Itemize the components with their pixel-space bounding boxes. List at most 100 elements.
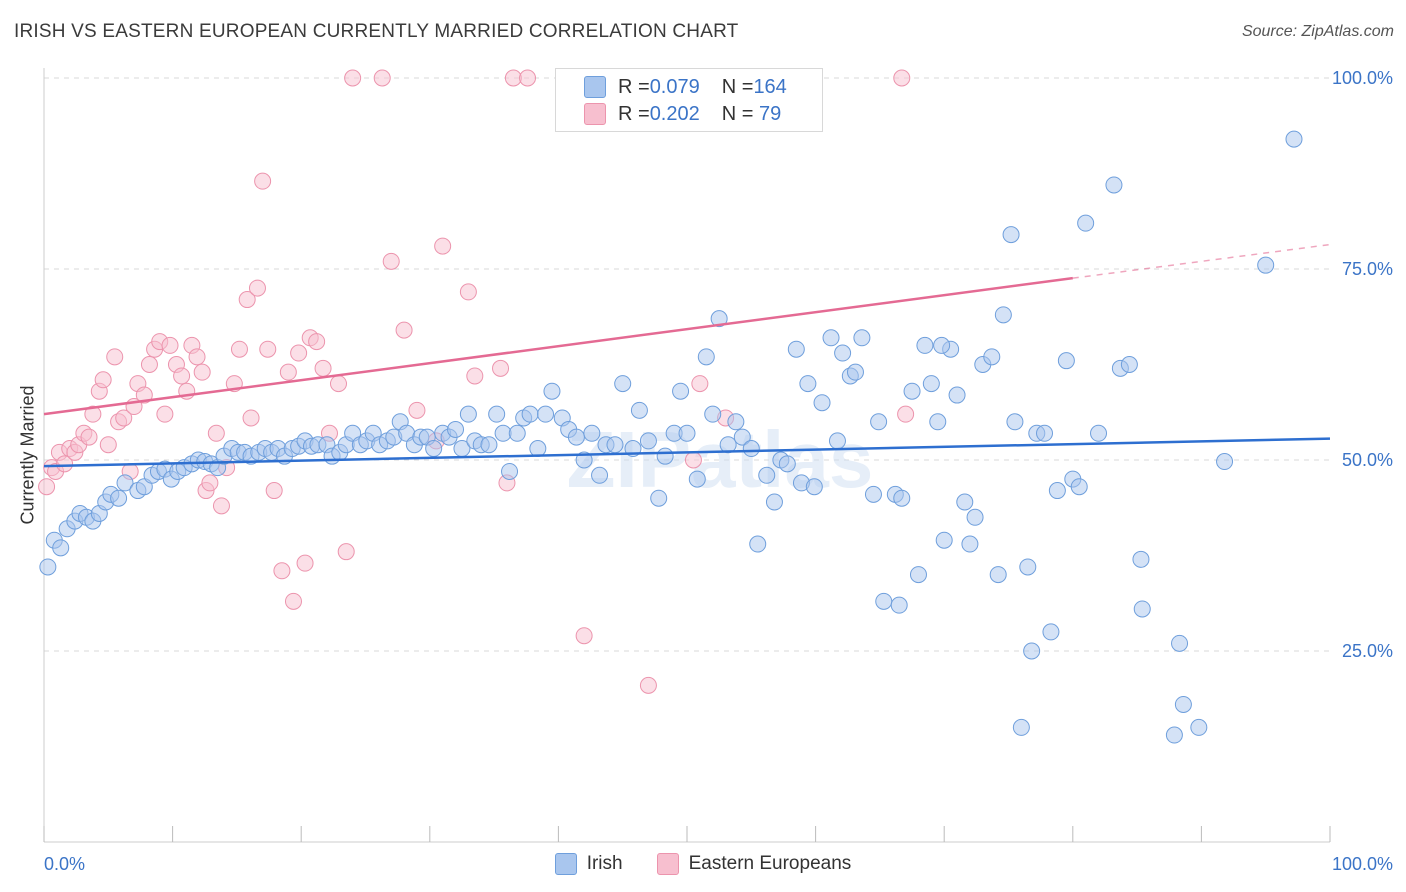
eastern-europeans-point [156, 405, 174, 423]
irish-point [650, 489, 668, 507]
irish-point [870, 413, 888, 431]
irish-point [922, 375, 940, 393]
irish-point [966, 508, 984, 526]
irish-point [994, 306, 1012, 324]
irish-point [672, 382, 690, 400]
irish-point [591, 466, 609, 484]
irish-point [630, 401, 648, 419]
legend-label-eastern-europeans: Eastern Europeans [688, 853, 852, 874]
eastern-europeans-point [684, 451, 702, 469]
eastern-europeans-point [238, 291, 256, 309]
eastern-europeans-point [265, 482, 283, 500]
irish-point [828, 432, 846, 450]
eastern-europeans-point [254, 172, 272, 190]
irish-point [1019, 558, 1037, 576]
eastern-europeans-point [99, 436, 117, 454]
irish-point [606, 436, 624, 454]
legend-row-irish: R = 0.079 N = 164 [584, 74, 787, 100]
correlation-legend: R = 0.079 N = 164 R = 0.202 N = 79 [555, 68, 823, 132]
irish-point [805, 478, 823, 496]
eastern-europeans-point [201, 474, 219, 492]
irish-point [1002, 226, 1020, 244]
irish-point [875, 592, 893, 610]
irish-point [916, 336, 934, 354]
irish-point [1048, 482, 1066, 500]
source-note: Source: ZipAtlas.com [1241, 23, 1394, 40]
eastern-europeans-point [373, 69, 391, 87]
irish-point [508, 424, 526, 442]
irish-point [537, 405, 555, 423]
irish-point [903, 382, 921, 400]
eastern-europeans-point [56, 455, 74, 473]
irish-trendline [43, 437, 1331, 468]
legend-n-label: N = [721, 75, 754, 98]
eastern-europeans-point [284, 592, 302, 610]
irish-point [494, 424, 512, 442]
chart-title: IRISH VS EASTERN EUROPEAN CURRENTLY MARR… [14, 21, 739, 42]
eastern-europeans-point [38, 478, 56, 496]
eastern-europeans-point [691, 375, 709, 393]
eastern-europeans-point [308, 333, 326, 351]
irish-point [893, 489, 911, 507]
eastern-europeans-point [193, 363, 211, 381]
legend-item-irish[interactable]: Irish [554, 853, 623, 875]
eastern-europeans-point [94, 371, 112, 389]
eastern-europeans-trendline [43, 276, 1073, 416]
irish-point [1006, 413, 1024, 431]
irish-point [1190, 718, 1208, 736]
legend-label-irish: Irish [586, 853, 623, 874]
irish-point [459, 405, 477, 423]
eastern-europeans-point [329, 375, 347, 393]
irish-point [1216, 453, 1234, 471]
irish-point [956, 493, 974, 511]
irish-point [989, 566, 1007, 584]
irish-point [727, 413, 745, 431]
y-tick-label: 100.0% [1332, 68, 1393, 88]
irish-point [656, 447, 674, 465]
irish-point [704, 405, 722, 423]
eastern-europeans-point [173, 367, 191, 385]
eastern-europeans-point [242, 409, 260, 427]
eastern-europeans-point [466, 367, 484, 385]
eastern-europeans-point [408, 401, 426, 419]
irish-point [116, 474, 134, 492]
irish-point [846, 363, 864, 381]
irish-point [1036, 424, 1054, 442]
legend-n-label: N = [721, 102, 754, 125]
legend-r-label: R = [618, 102, 650, 125]
irish-swatch [554, 853, 577, 875]
eastern-europeans-point [395, 321, 413, 339]
irish-point [733, 428, 751, 446]
irish-point [909, 566, 927, 584]
irish-point [765, 493, 783, 511]
eastern-europeans-point [230, 340, 248, 358]
series-legend: Irish Eastern Europeans [0, 853, 1406, 875]
legend-item-eastern-europeans[interactable]: Eastern Europeans [656, 853, 852, 875]
irish-point [929, 413, 947, 431]
eastern-europeans-point [897, 405, 915, 423]
irish-point [543, 382, 561, 400]
irish-point [853, 329, 871, 347]
irish-point [749, 535, 767, 553]
irish-point [799, 375, 817, 393]
irish-point [1057, 352, 1075, 370]
irish-point [678, 424, 696, 442]
irish-point [864, 485, 882, 503]
y-tick-label: 75.0% [1342, 259, 1393, 279]
eastern-europeans-point [135, 386, 153, 404]
eastern-europeans-point [106, 348, 124, 366]
eastern-europeans-point [84, 405, 102, 423]
irish-point [778, 455, 796, 473]
irish-point [1257, 256, 1275, 274]
irish-point [742, 440, 760, 458]
irish-point [567, 428, 585, 446]
eastern-europeans-point [273, 562, 291, 580]
irish-point [39, 558, 57, 576]
irish-point [1042, 623, 1060, 641]
irish-point [529, 440, 547, 458]
irish-point [1120, 356, 1138, 373]
irish-point [935, 531, 953, 549]
x-tick-label: 100.0% [1332, 854, 1393, 874]
irish-point [1070, 478, 1088, 496]
